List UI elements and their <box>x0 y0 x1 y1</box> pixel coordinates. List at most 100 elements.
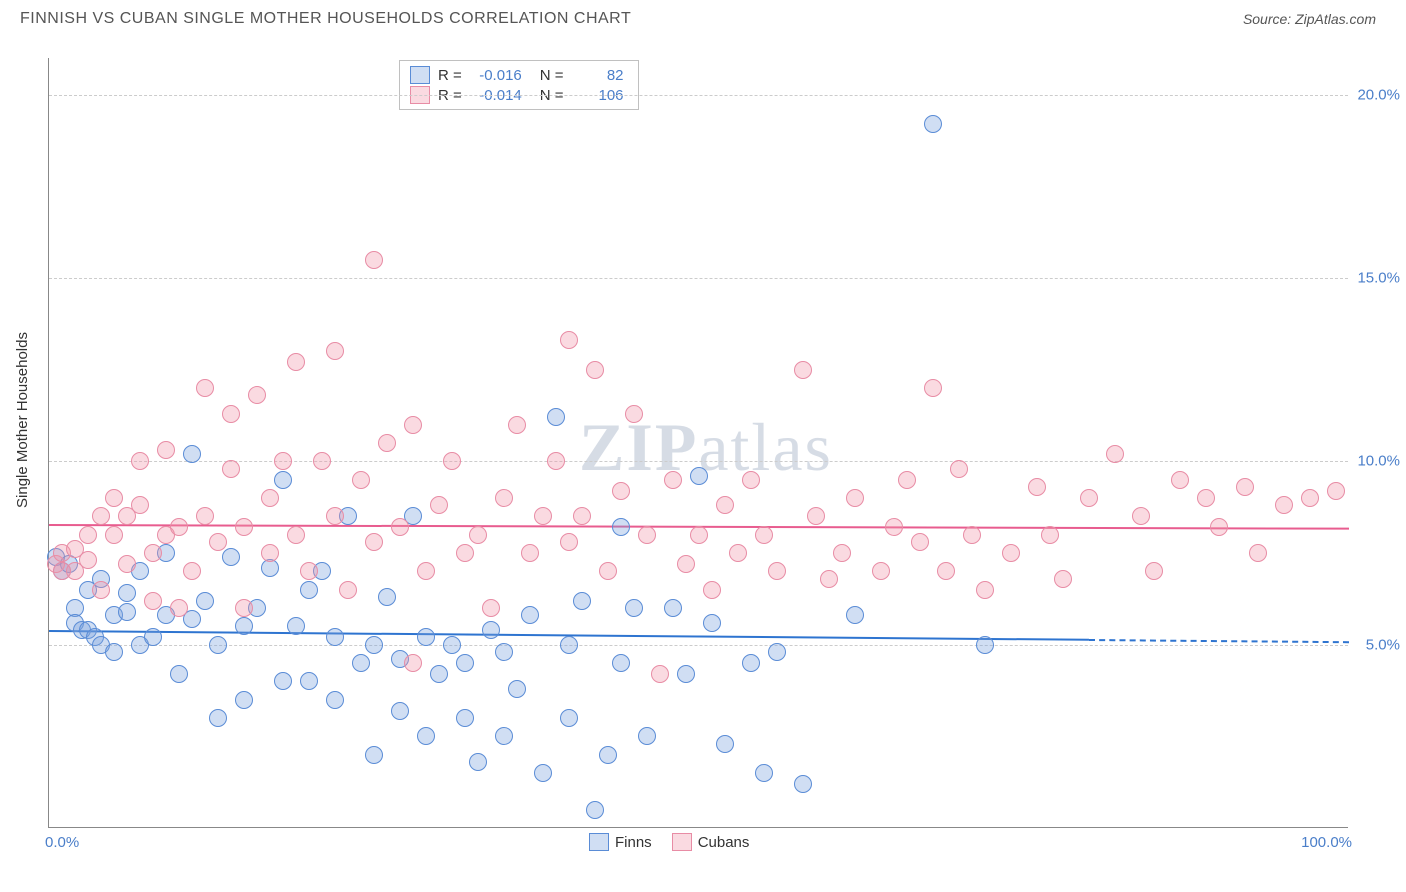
data-point <box>690 467 708 485</box>
chart-title: FINNISH VS CUBAN SINGLE MOTHER HOUSEHOLD… <box>20 10 631 28</box>
data-point <box>352 654 370 672</box>
data-point <box>79 526 97 544</box>
data-point <box>391 518 409 536</box>
data-point <box>79 551 97 569</box>
data-point <box>144 544 162 562</box>
data-point <box>755 764 773 782</box>
grid-line <box>49 461 1348 462</box>
data-point <box>261 489 279 507</box>
data-point <box>1080 489 1098 507</box>
data-point <box>794 361 812 379</box>
data-point <box>456 709 474 727</box>
data-point <box>443 452 461 470</box>
data-point <box>1041 526 1059 544</box>
correlation-legend: R = -0.016 N = 82 R = -0.014 N = 106 <box>399 60 639 110</box>
grid-line <box>49 95 1348 96</box>
data-point <box>326 628 344 646</box>
data-point <box>521 544 539 562</box>
series-legend: Finns Cubans <box>589 833 749 851</box>
data-point <box>560 533 578 551</box>
data-point <box>261 544 279 562</box>
data-point <box>287 526 305 544</box>
data-point <box>352 471 370 489</box>
data-point <box>937 562 955 580</box>
data-point <box>560 636 578 654</box>
data-point <box>430 665 448 683</box>
scatter-chart: ZIPatlas R = -0.016 N = 82 R = -0.014 N … <box>48 58 1348 828</box>
data-point <box>170 665 188 683</box>
data-point <box>365 251 383 269</box>
data-point <box>612 518 630 536</box>
legend-row-finns: R = -0.016 N = 82 <box>410 65 624 85</box>
data-point <box>1327 482 1345 500</box>
data-point <box>339 581 357 599</box>
data-point <box>703 614 721 632</box>
legend-label-finns: Finns <box>615 834 652 851</box>
swatch-finns <box>589 833 609 851</box>
data-point <box>560 709 578 727</box>
data-point <box>183 562 201 580</box>
data-point <box>651 665 669 683</box>
data-point <box>92 581 110 599</box>
r-label: R = <box>438 67 462 84</box>
data-point <box>807 507 825 525</box>
y-tick-label: 10.0% <box>1357 453 1400 470</box>
data-point <box>664 599 682 617</box>
data-point <box>547 452 565 470</box>
data-point <box>1171 471 1189 489</box>
data-point <box>846 606 864 624</box>
data-point <box>274 452 292 470</box>
data-point <box>365 636 383 654</box>
x-tick-left: 0.0% <box>45 834 79 851</box>
data-point <box>911 533 929 551</box>
legend-item-finns: Finns <box>589 833 652 851</box>
data-point <box>924 115 942 133</box>
data-point <box>456 544 474 562</box>
data-point <box>326 691 344 709</box>
data-point <box>118 603 136 621</box>
x-tick-right: 100.0% <box>1301 834 1352 851</box>
data-point <box>313 452 331 470</box>
data-point <box>1197 489 1215 507</box>
data-point <box>508 416 526 434</box>
data-point <box>612 654 630 672</box>
data-point <box>443 636 461 654</box>
trend-dash-finns <box>1089 639 1349 643</box>
data-point <box>534 764 552 782</box>
data-point <box>430 496 448 514</box>
data-point <box>300 672 318 690</box>
data-point <box>469 753 487 771</box>
data-point <box>976 636 994 654</box>
data-point <box>768 562 786 580</box>
data-point <box>378 588 396 606</box>
data-point <box>1028 478 1046 496</box>
data-point <box>1132 507 1150 525</box>
r-value-finns: -0.016 <box>470 67 522 84</box>
data-point <box>638 727 656 745</box>
data-point <box>560 331 578 349</box>
data-point <box>534 507 552 525</box>
data-point <box>456 654 474 672</box>
data-point <box>586 361 604 379</box>
data-point <box>1249 544 1267 562</box>
data-point <box>326 342 344 360</box>
data-point <box>196 592 214 610</box>
data-point <box>703 581 721 599</box>
source-label: Source: ZipAtlas.com <box>1243 11 1376 27</box>
data-point <box>1236 478 1254 496</box>
data-point <box>677 665 695 683</box>
data-point <box>573 592 591 610</box>
data-point <box>326 507 344 525</box>
data-point <box>378 434 396 452</box>
data-point <box>222 405 240 423</box>
data-point <box>274 471 292 489</box>
data-point <box>365 533 383 551</box>
data-point <box>144 628 162 646</box>
data-point <box>625 405 643 423</box>
data-point <box>690 526 708 544</box>
data-point <box>586 801 604 819</box>
data-point <box>716 735 734 753</box>
data-point <box>521 606 539 624</box>
swatch-cubans <box>672 833 692 851</box>
data-point <box>508 680 526 698</box>
